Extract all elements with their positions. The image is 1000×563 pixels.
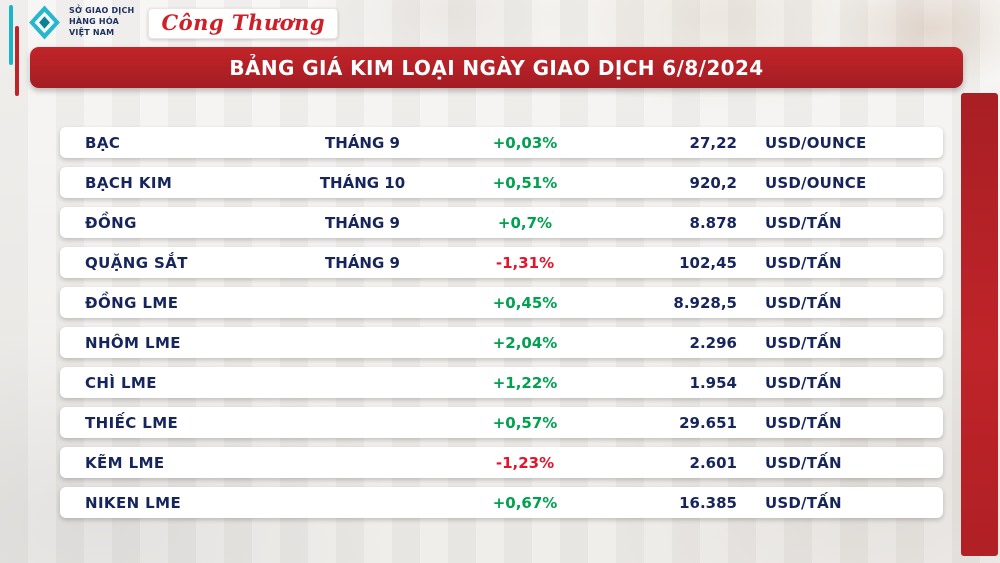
- change-percent: +1,22%: [492, 373, 558, 392]
- price-unit: USD/TẤN: [765, 213, 842, 232]
- price-unit: USD/TẤN: [765, 333, 842, 352]
- contract-month: THÁNG 9: [325, 133, 400, 152]
- metal-name: NHÔM LME: [85, 333, 181, 352]
- change-percent: +0,03%: [492, 133, 558, 152]
- metal-name: THIẾC LME: [85, 413, 179, 432]
- contract-month: THÁNG 10: [319, 173, 406, 192]
- price-value: 8.878: [689, 213, 737, 232]
- table-row: NIKEN LME +0,67% 16.385 USD/TẤN: [60, 487, 943, 518]
- metal-name: QUẶNG SẮT: [85, 253, 188, 272]
- mxv-diamond-icon: [26, 4, 63, 41]
- price-unit: USD/TẤN: [765, 493, 842, 512]
- mxv-logo-line1: SỞ GIAO DỊCH: [69, 6, 135, 16]
- metal-name: KẼM LME: [85, 453, 165, 472]
- table-row: ĐỒNG THÁNG 9 +0,7% 8.878 USD/TẤN: [60, 207, 943, 238]
- change-percent: -1,23%: [495, 453, 555, 472]
- price-value: 2.296: [689, 333, 737, 352]
- price-value: 920,2: [689, 173, 737, 192]
- price-unit: USD/TẤN: [765, 453, 842, 472]
- metal-name: CHÌ LME: [85, 373, 157, 392]
- change-percent: +2,04%: [492, 333, 558, 352]
- price-unit: USD/TẤN: [765, 253, 842, 272]
- change-percent: +0,67%: [492, 493, 558, 512]
- price-value: 2.601: [689, 453, 737, 472]
- metal-name: ĐỒNG: [85, 213, 137, 232]
- price-unit: USD/TẤN: [765, 413, 842, 432]
- change-percent: +0,7%: [497, 213, 553, 232]
- table-row: BẠC THÁNG 9 +0,03% 27,22 USD/OUNCE: [60, 127, 943, 158]
- price-value: 27,22: [689, 133, 737, 152]
- title-banner: BẢNG GIÁ KIM LOẠI NGÀY GIAO DỊCH 6/8/202…: [30, 47, 963, 88]
- price-value: 102,45: [679, 253, 737, 272]
- table-row: THIẾC LME +0,57% 29.651 USD/TẤN: [60, 407, 943, 438]
- mxv-logo-line2: HÀNG HÓA: [69, 17, 120, 27]
- mxv-logo-line3: VIỆT NAM: [69, 27, 115, 37]
- left-red-accent-bar: [15, 26, 19, 96]
- price-unit: USD/TẤN: [765, 373, 842, 392]
- table-row: QUẶNG SẮT THÁNG 9 -1,31% 102,45 USD/TẤN: [60, 247, 943, 278]
- price-unit: USD/TẤN: [765, 293, 842, 312]
- mxv-logo-text: SỞ GIAO DỊCH HÀNG HÓA VIỆT NAM: [69, 6, 134, 38]
- table-row: ĐỒNG LME +0,45% 8.928,5 USD/TẤN: [60, 287, 943, 318]
- contract-month: THÁNG 9: [325, 213, 400, 232]
- change-percent: +0,57%: [492, 413, 558, 432]
- right-red-bar: [961, 93, 998, 556]
- congthuong-newspaper-logo: Công Thương: [148, 8, 339, 39]
- table-row: CHÌ LME +1,22% 1.954 USD/TẤN: [60, 367, 943, 398]
- change-percent: +0,45%: [492, 293, 558, 312]
- metal-name: BẠCH KIM: [85, 173, 173, 192]
- change-percent: -1,31%: [495, 253, 555, 272]
- table-row: NHÔM LME +2,04% 2.296 USD/TẤN: [60, 327, 943, 358]
- price-value: 1.954: [689, 373, 737, 392]
- change-percent: +0,51%: [492, 173, 558, 192]
- price-unit: USD/OUNCE: [765, 133, 867, 152]
- metal-name: ĐỒNG LME: [85, 293, 179, 312]
- congthuong-logo-text: Công Thương: [161, 10, 326, 35]
- page-title: BẢNG GIÁ KIM LOẠI NGÀY GIAO DỊCH 6/8/202…: [229, 55, 764, 80]
- price-unit: USD/OUNCE: [765, 173, 867, 192]
- price-table: BẠC THÁNG 9 +0,03% 27,22 USD/OUNCE BẠCH KIM TH…: [60, 127, 943, 527]
- left-teal-accent-bar: [9, 5, 13, 65]
- header: SỞ GIAO DỊCH HÀNG HÓA VIỆT NAM Công Thươ…: [26, 4, 339, 41]
- table-row: KẼM LME -1,23% 2.601 USD/TẤN: [60, 447, 943, 478]
- price-value: 8.928,5: [673, 293, 737, 312]
- price-value: 29.651: [679, 413, 737, 432]
- mxv-exchange-logo: SỞ GIAO DỊCH HÀNG HÓA VIỆT NAM: [26, 4, 134, 41]
- contract-month: THÁNG 9: [325, 253, 400, 272]
- metal-name: BẠC: [85, 133, 121, 152]
- price-value: 16.385: [679, 493, 737, 512]
- table-row: BẠCH KIM THÁNG 10 +0,51% 920,2 USD/OUNCE: [60, 167, 943, 198]
- metal-name: NIKEN LME: [85, 493, 182, 512]
